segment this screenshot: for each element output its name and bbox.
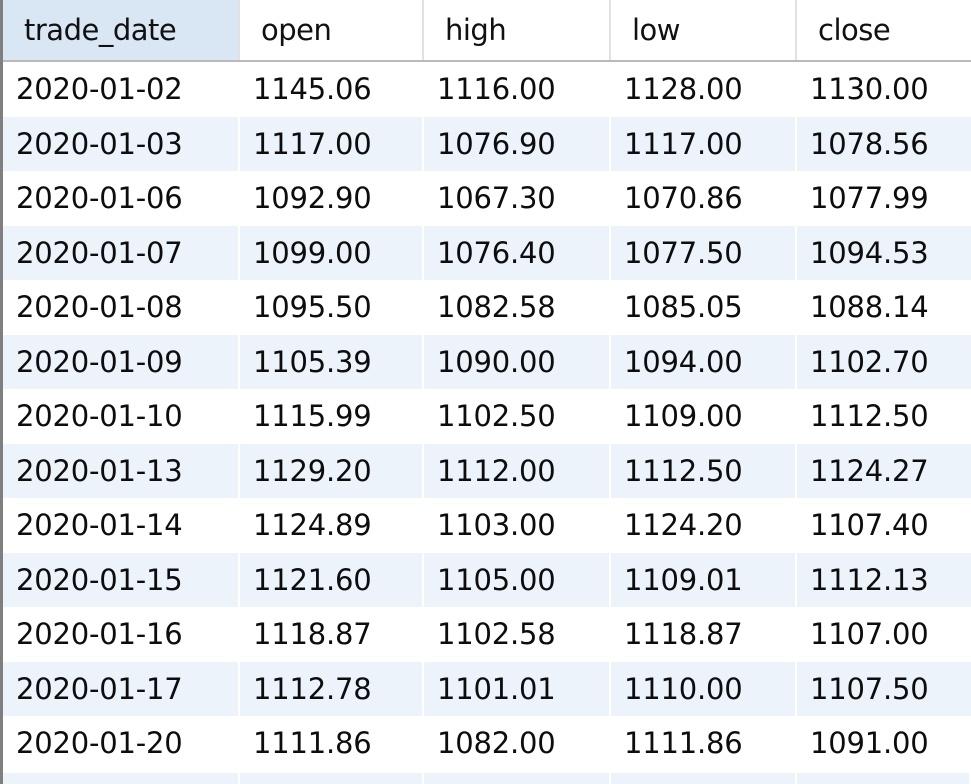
cell-trade-date[interactable]: 2020-01-16 [3, 607, 240, 662]
cell-open[interactable]: 1121.60 [240, 552, 424, 607]
table-row[interactable]: 2020-01-15 1121.60 1105.00 1109.01 1112.… [3, 552, 971, 607]
cell-open[interactable]: 1099.00 [240, 225, 424, 280]
cell-low[interactable]: 1109.01 [611, 552, 797, 607]
cell-high[interactable]: 1102.50 [424, 389, 611, 444]
cell-open[interactable]: 1129.20 [240, 443, 424, 498]
partial-row [3, 773, 971, 784]
cell-trade-date[interactable]: 2020-01-06 [3, 171, 240, 226]
table-row[interactable]: 2020-01-16 1118.87 1102.58 1118.87 1107.… [3, 607, 971, 662]
partial-cell [611, 773, 797, 784]
table-row[interactable]: 2020-01-20 1111.86 1082.00 1111.86 1091.… [3, 716, 971, 771]
partial-cell [797, 773, 971, 784]
cell-trade-date[interactable]: 2020-01-07 [3, 225, 240, 280]
column-header-open[interactable]: open [240, 0, 424, 60]
cell-trade-date[interactable]: 2020-01-17 [3, 661, 240, 716]
cell-trade-date[interactable]: 2020-01-08 [3, 280, 240, 335]
cell-low[interactable]: 1070.86 [611, 171, 797, 226]
cell-trade-date[interactable]: 2020-01-03 [3, 116, 240, 171]
cell-trade-date[interactable]: 2020-01-13 [3, 443, 240, 498]
cell-close[interactable]: 1088.14 [810, 290, 929, 325]
table-row[interactable]: 2020-01-08 1095.50 1082.58 1085.05 1088.… [3, 280, 971, 335]
cell-low[interactable]: 1111.86 [611, 716, 797, 771]
cell-high[interactable]: 1082.00 [424, 716, 611, 771]
cell-close[interactable]: 1124.27 [810, 453, 929, 488]
cell-trade-date[interactable]: 2020-01-02 [3, 62, 240, 117]
cell-close[interactable]: 1130.00 [810, 72, 929, 107]
table-row[interactable]: 2020-01-02 1145.06 1116.00 1128.00 1130.… [3, 62, 971, 117]
cell-low[interactable]: 1110.00 [611, 661, 797, 716]
column-header-low[interactable]: low [611, 0, 797, 60]
cell-low[interactable]: 1112.50 [611, 443, 797, 498]
cell-close[interactable]: 1112.13 [810, 562, 929, 597]
cell-close[interactable]: 1107.40 [810, 508, 929, 543]
table-row[interactable]: 2020-01-13 1129.20 1112.00 1112.50 1124.… [3, 443, 971, 498]
cell-high[interactable]: 1103.00 [424, 498, 611, 553]
cell-high[interactable]: 1076.40 [424, 225, 611, 280]
cell-high[interactable]: 1112.00 [424, 443, 611, 498]
cell-close[interactable]: 1107.00 [810, 617, 929, 652]
grid-header: trade_date open high low close [3, 0, 971, 62]
cell-close[interactable]: 1078.56 [810, 126, 929, 161]
cell-open[interactable]: 1112.78 [240, 661, 424, 716]
cell-open[interactable]: 1105.39 [240, 334, 424, 389]
cell-close[interactable]: 1077.99 [810, 181, 929, 216]
cell-high[interactable]: 1105.00 [424, 552, 611, 607]
grid-rows: 2020-01-02 1145.06 1116.00 1128.00 1130.… [3, 62, 971, 771]
cell-close[interactable]: 1094.53 [810, 235, 929, 270]
cell-high[interactable]: 1082.58 [424, 280, 611, 335]
column-header-trade-date[interactable]: trade_date [3, 0, 240, 60]
table-row[interactable]: 2020-01-09 1105.39 1090.00 1094.00 1102.… [3, 334, 971, 389]
cell-high[interactable]: 1090.00 [424, 334, 611, 389]
cell-trade-date[interactable]: 2020-01-09 [3, 334, 240, 389]
cell-trade-date[interactable]: 2020-01-14 [3, 498, 240, 553]
cell-high[interactable]: 1067.30 [424, 171, 611, 226]
partial-cell [3, 773, 240, 784]
cell-trade-date[interactable]: 2020-01-10 [3, 389, 240, 444]
cell-open[interactable]: 1145.06 [240, 62, 424, 117]
column-header-close[interactable]: close [818, 13, 891, 47]
cell-close[interactable]: 1112.50 [810, 399, 929, 434]
column-header-high[interactable]: high [424, 0, 611, 60]
cell-high[interactable]: 1101.01 [424, 661, 611, 716]
cell-low[interactable]: 1085.05 [611, 280, 797, 335]
cell-open[interactable]: 1115.99 [240, 389, 424, 444]
cell-trade-date[interactable]: 2020-01-15 [3, 552, 240, 607]
cell-open[interactable]: 1095.50 [240, 280, 424, 335]
cell-trade-date[interactable]: 2020-01-20 [3, 716, 240, 771]
cell-open[interactable]: 1124.89 [240, 498, 424, 553]
table-row[interactable]: 2020-01-03 1117.00 1076.90 1117.00 1078.… [3, 116, 971, 171]
cell-close[interactable]: 1102.70 [810, 344, 929, 379]
cell-low[interactable]: 1117.00 [611, 116, 797, 171]
table-row[interactable]: 2020-01-07 1099.00 1076.40 1077.50 1094.… [3, 225, 971, 280]
partial-cell [240, 773, 424, 784]
cell-low[interactable]: 1124.20 [611, 498, 797, 553]
table-row[interactable]: 2020-01-10 1115.99 1102.50 1109.00 1112.… [3, 389, 971, 444]
cell-open[interactable]: 1117.00 [240, 116, 424, 171]
partial-cell [424, 773, 611, 784]
cell-low[interactable]: 1077.50 [611, 225, 797, 280]
cell-open[interactable]: 1118.87 [240, 607, 424, 662]
cell-open[interactable]: 1092.90 [240, 171, 424, 226]
cell-low[interactable]: 1109.00 [611, 389, 797, 444]
cell-close[interactable]: 1107.50 [810, 671, 929, 706]
cell-high[interactable]: 1102.58 [424, 607, 611, 662]
cell-low[interactable]: 1094.00 [611, 334, 797, 389]
table-row[interactable]: 2020-01-14 1124.89 1103.00 1124.20 1107.… [3, 498, 971, 553]
cell-low[interactable]: 1118.87 [611, 607, 797, 662]
cell-close[interactable]: 1091.00 [810, 726, 929, 761]
cell-low[interactable]: 1128.00 [611, 62, 797, 117]
cell-high[interactable]: 1076.90 [424, 116, 611, 171]
cell-open[interactable]: 1111.86 [240, 716, 424, 771]
table-row[interactable]: 2020-01-17 1112.78 1101.01 1110.00 1107.… [3, 661, 971, 716]
table-row[interactable]: 2020-01-06 1092.90 1067.30 1070.86 1077.… [3, 171, 971, 226]
cell-high[interactable]: 1116.00 [424, 62, 611, 117]
